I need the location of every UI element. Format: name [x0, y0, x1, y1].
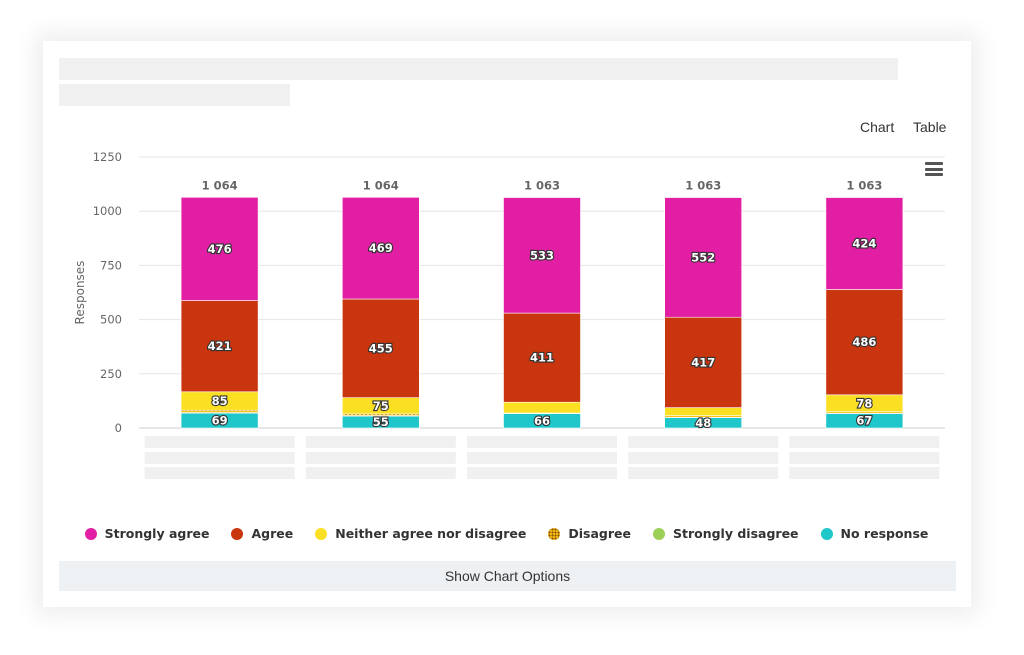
- legend-swatch: [231, 527, 244, 540]
- legend-item[interactable]: Strongly agree: [84, 526, 210, 541]
- bar-segment: [664, 197, 743, 318]
- bar-segment: [825, 289, 904, 396]
- data-label: 552: [691, 250, 715, 264]
- category-label-placeholder: [789, 467, 940, 479]
- legend-label: Agree: [251, 526, 294, 541]
- category-label-placeholder: [305, 436, 456, 448]
- legend-swatch: [652, 527, 665, 540]
- bar-segment: [180, 300, 259, 393]
- legend-label: No response: [840, 526, 929, 541]
- bar-segment: [503, 312, 581, 403]
- subtitle-placeholder: [59, 84, 290, 106]
- data-label: 476: [208, 242, 232, 256]
- data-label: 75: [373, 399, 389, 413]
- legend-item[interactable]: Agree: [231, 526, 293, 541]
- legend-swatch: [84, 527, 97, 540]
- data-label: 69: [212, 414, 228, 428]
- total-label: 1 064: [202, 178, 238, 192]
- category-label-placeholder: [305, 467, 456, 479]
- data-label: 417: [691, 355, 715, 369]
- data-label: 55: [373, 415, 389, 429]
- category-label-placeholder: [789, 436, 940, 448]
- stacked-bar-chart: 0 250 500 750 1000 1250 Responses 69 85 421 476 1 …: [73, 150, 945, 479]
- data-label: 48: [695, 416, 711, 430]
- total-label: 1 063: [685, 179, 721, 193]
- title-placeholder: [59, 58, 898, 80]
- category-label-placeholder: [144, 436, 295, 448]
- y-tick-label: 1250: [93, 150, 122, 164]
- category-label-placeholder: [144, 467, 295, 479]
- data-label: 78: [856, 396, 872, 410]
- data-label: 455: [369, 341, 393, 355]
- bar-segment: [503, 197, 581, 314]
- legend-label: Disagree: [568, 526, 631, 541]
- legend-swatch: [820, 527, 833, 540]
- data-label: 486: [852, 335, 876, 349]
- legend-label: Strongly disagree: [672, 526, 799, 541]
- y-tick-label: 500: [100, 313, 122, 327]
- category-label-placeholder: [467, 467, 617, 479]
- y-tick-label: 250: [100, 367, 122, 381]
- data-label: 66: [534, 414, 550, 428]
- total-label: 1 063: [524, 179, 560, 193]
- data-label: 424: [852, 237, 876, 251]
- y-tick-label: 750: [100, 258, 122, 272]
- legend-item[interactable]: Disagree: [548, 526, 631, 541]
- bar-segment: [664, 316, 743, 408]
- data-label: 533: [530, 248, 554, 262]
- bar-segment: [180, 409, 259, 413]
- y-tick-label: 0: [115, 421, 122, 435]
- legend-item[interactable]: No response: [820, 526, 929, 541]
- category-label-placeholder: [628, 467, 779, 479]
- data-label: 67: [856, 414, 872, 428]
- data-label: 421: [208, 339, 232, 353]
- category-label-placeholder: [144, 452, 295, 464]
- category-label-placeholder: [789, 452, 940, 464]
- category-label-placeholder: [467, 436, 617, 448]
- category-label-placeholder: [628, 452, 779, 464]
- bar-segment: [180, 197, 259, 301]
- data-label: 85: [212, 394, 228, 408]
- legend-swatch: [315, 527, 328, 540]
- category-label-placeholder: [467, 452, 617, 464]
- data-label: 469: [369, 241, 393, 255]
- y-axis-title: Responses: [73, 261, 87, 325]
- show-chart-options-button[interactable]: Show Chart Options: [59, 561, 956, 591]
- data-label: 411: [530, 351, 554, 365]
- bar-segment: [503, 401, 581, 414]
- total-label: 1 064: [363, 178, 399, 192]
- legend-item[interactable]: Neither agree nor disagree: [315, 526, 526, 541]
- bar-segment: [664, 407, 743, 416]
- legend-label: Strongly agree: [104, 526, 210, 541]
- bar-segment: [825, 197, 904, 290]
- hamburger-menu-icon[interactable]: [925, 162, 943, 176]
- legend-swatch: [548, 527, 561, 540]
- y-tick-label: 1000: [93, 204, 122, 218]
- table-view-tab[interactable]: Table: [913, 119, 947, 135]
- chart-view-tab[interactable]: Chart: [860, 119, 895, 135]
- total-label: 1 063: [846, 179, 882, 193]
- legend-item[interactable]: Strongly disagree: [652, 526, 799, 541]
- category-label-placeholder: [628, 436, 779, 448]
- chart-legend: Strongly agree Agree Neither agree nor dis…: [59, 526, 954, 541]
- legend-label: Neither agree nor disagree: [335, 526, 527, 541]
- category-label-placeholder: [305, 452, 456, 464]
- bar-segment: [341, 197, 420, 300]
